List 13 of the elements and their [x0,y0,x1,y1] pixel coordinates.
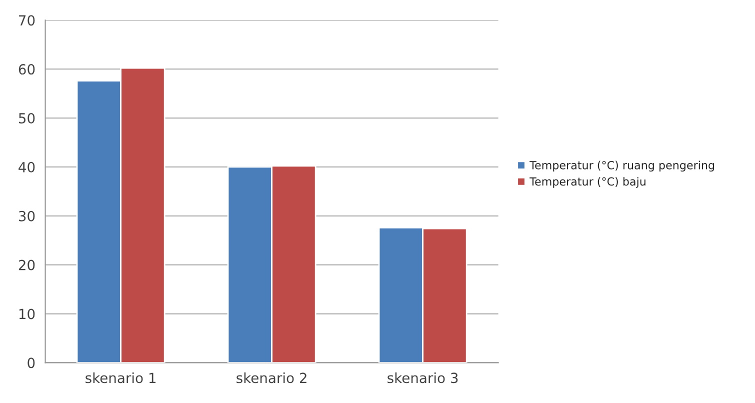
y-tick-label: 60 [18,64,35,75]
y-tick-label: 70 [19,15,35,26]
x-tick-label: skenario 2 [236,372,306,384]
legend-label: Temperatur (°C) baju [530,177,646,188]
x-tick-label: skenario 1 [86,372,156,384]
y-tick-label: 40 [18,162,35,172]
x-tick-label: skenario 3 [388,372,458,384]
y-tick-label: 30 [18,210,35,222]
y-tick-label: 20 [18,260,35,270]
y-tick-label: 0 [28,358,35,368]
y-tick-label: 50 [18,112,35,124]
y-tick-label: 10 [19,308,35,320]
legend-label: Temperatur (°C) ruang pengering [530,160,714,172]
